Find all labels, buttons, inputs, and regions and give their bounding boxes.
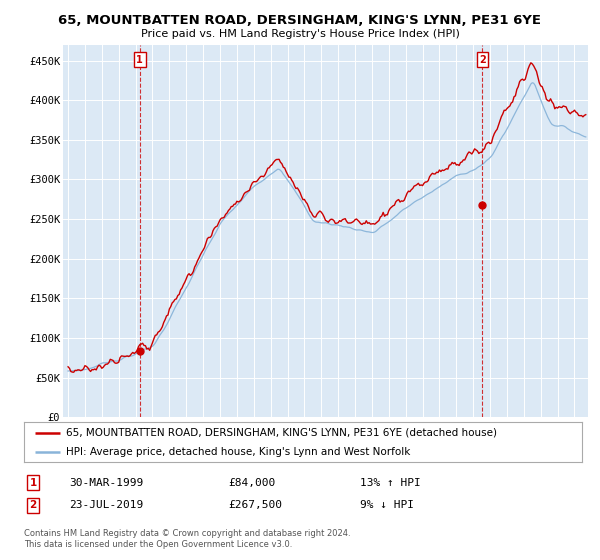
Text: 2: 2 [479,55,486,65]
Text: £267,500: £267,500 [228,500,282,510]
Text: 23-JUL-2019: 23-JUL-2019 [69,500,143,510]
Text: £84,000: £84,000 [228,478,275,488]
Text: 2: 2 [29,500,37,510]
Text: 30-MAR-1999: 30-MAR-1999 [69,478,143,488]
Text: HPI: Average price, detached house, King's Lynn and West Norfolk: HPI: Average price, detached house, King… [66,447,410,457]
Text: 9% ↓ HPI: 9% ↓ HPI [360,500,414,510]
Text: 13% ↑ HPI: 13% ↑ HPI [360,478,421,488]
Text: 1: 1 [136,55,143,65]
Text: 65, MOUNTBATTEN ROAD, DERSINGHAM, KING'S LYNN, PE31 6YE: 65, MOUNTBATTEN ROAD, DERSINGHAM, KING'S… [59,14,542,27]
Text: 1: 1 [29,478,37,488]
Text: Price paid vs. HM Land Registry's House Price Index (HPI): Price paid vs. HM Land Registry's House … [140,29,460,39]
Text: Contains HM Land Registry data © Crown copyright and database right 2024.
This d: Contains HM Land Registry data © Crown c… [24,529,350,549]
Text: 65, MOUNTBATTEN ROAD, DERSINGHAM, KING'S LYNN, PE31 6YE (detached house): 65, MOUNTBATTEN ROAD, DERSINGHAM, KING'S… [66,428,497,438]
